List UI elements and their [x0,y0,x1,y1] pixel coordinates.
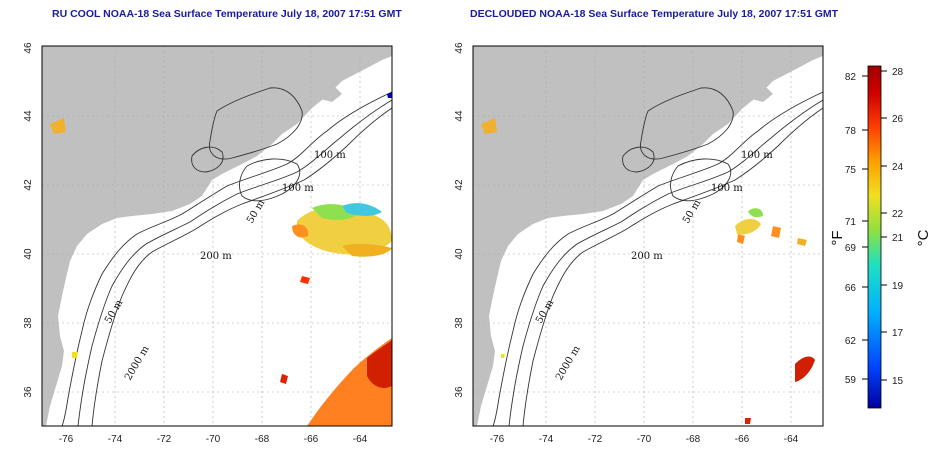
lat-tick: 38 [23,317,34,329]
fahrenheit-tick: 66 [845,283,857,294]
left-map-panel: 100 m 100 m 50 m 200 m 50 m 2000 m -76 -… [23,42,393,445]
map-frame [472,45,824,427]
lon-tick: -64 [784,434,799,445]
lat-tick: 44 [454,110,465,122]
lat-tick: 40 [23,248,34,260]
lon-tick: -72 [588,434,603,445]
lat-tick: 44 [23,110,34,122]
lon-tick: -70 [206,434,221,445]
lon-tick: -68 [255,434,270,445]
right-map-panel: 100 m 100 m 50 m 200 m 50 m 2000 m -76 -… [454,42,824,445]
celsius-unit-label: °C [915,229,932,246]
sst-patches [50,92,392,426]
lat-axis: 46 44 42 40 38 36 [23,42,34,398]
lat-tick: 42 [454,179,465,191]
lat-axis: 46 44 42 40 38 36 [454,42,465,398]
lon-tick: -66 [304,434,319,445]
fahrenheit-ticks: 82 78 75 71 69 66 62 59 [845,72,868,386]
celsius-tick: 28 [892,67,904,78]
contour-label: 100 m [711,183,743,194]
map-frame [41,45,393,427]
lon-tick: -76 [490,434,505,445]
colorbar-gradient [867,65,882,409]
sst-patches [481,118,815,424]
contour-label: 200 m [631,251,663,262]
celsius-tick: 19 [892,281,904,292]
lon-tick: -70 [637,434,652,445]
fahrenheit-tick: 82 [845,72,857,83]
lat-tick: 42 [23,179,34,191]
lat-tick: 40 [454,248,465,260]
celsius-tick: 26 [892,114,904,125]
fahrenheit-tick: 71 [845,217,857,228]
fahrenheit-tick: 59 [845,375,857,386]
contour-label: 100 m [282,183,314,194]
celsius-tick: 24 [892,162,904,173]
celsius-tick: 17 [892,328,904,339]
celsius-tick: 22 [892,209,904,220]
right-map-title: DECLOUDED NOAA-18 Sea Surface Temperatur… [470,8,839,20]
contour-label: 200 m [200,251,232,262]
lon-axis: -76 -74 -72 -70 -68 -66 -64 [59,434,368,445]
celsius-ticks: 28 26 24 22 21 19 17 15 [881,67,904,387]
contour-label: 100 m [314,150,346,161]
lat-tick: 46 [23,42,34,54]
fahrenheit-tick: 69 [845,243,857,254]
lon-tick: -64 [353,434,368,445]
fahrenheit-tick: 78 [845,126,857,137]
lon-tick: -74 [539,434,554,445]
colorbar: 82 78 75 71 69 66 62 59 28 26 24 22 [829,65,932,409]
lon-axis: -76 -74 -72 -70 -68 -66 -64 [490,434,799,445]
lon-tick: -72 [157,434,172,445]
fahrenheit-tick: 62 [845,336,857,347]
left-map-title: RU COOL NOAA-18 Sea Surface Temperature … [52,8,402,20]
lon-tick: -76 [59,434,74,445]
fahrenheit-tick: 75 [845,165,857,176]
celsius-tick: 15 [892,376,904,387]
fahrenheit-unit-label: °F [829,230,846,245]
lat-tick: 46 [454,42,465,54]
lon-tick: -66 [735,434,750,445]
lat-tick: 38 [454,317,465,329]
celsius-tick: 21 [892,233,904,244]
contour-label: 100 m [741,150,773,161]
lon-tick: -74 [108,434,123,445]
lat-tick: 36 [454,386,465,398]
lat-tick: 36 [23,386,34,398]
lon-tick: -68 [686,434,701,445]
